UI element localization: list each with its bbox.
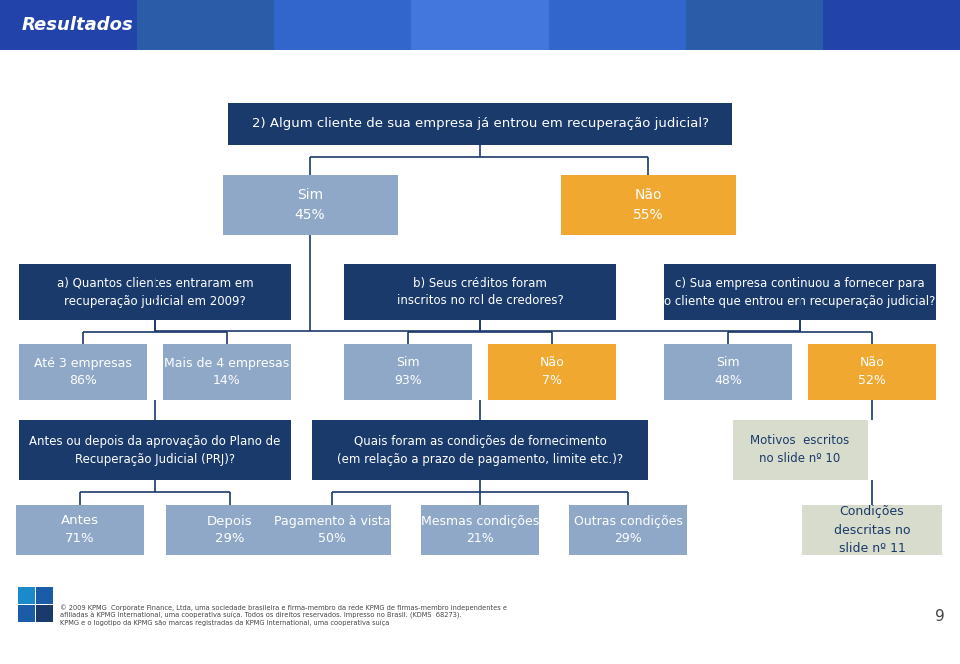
Text: 2) Algum cliente de sua empresa já entrou em recuperação judicial?: 2) Algum cliente de sua empresa já entro… bbox=[252, 118, 708, 131]
FancyBboxPatch shape bbox=[144, 0, 192, 50]
FancyBboxPatch shape bbox=[0, 0, 137, 50]
FancyBboxPatch shape bbox=[96, 0, 144, 50]
FancyBboxPatch shape bbox=[137, 0, 275, 50]
FancyBboxPatch shape bbox=[561, 175, 735, 235]
FancyBboxPatch shape bbox=[384, 0, 432, 50]
Text: Pagamento à vista
50%: Pagamento à vista 50% bbox=[274, 515, 391, 546]
FancyBboxPatch shape bbox=[912, 0, 960, 50]
Text: © 2009 KPMG  Corporate Finance, Ltda, uma sociedade brasileira e firma-membro da: © 2009 KPMG Corporate Finance, Ltda, uma… bbox=[60, 604, 507, 626]
FancyBboxPatch shape bbox=[0, 0, 960, 50]
Text: Sim
93%: Sim 93% bbox=[395, 357, 421, 388]
Text: Até 3 empresas
86%: Até 3 empresas 86% bbox=[34, 357, 132, 388]
Text: a) Quantos clientes entraram em
recuperação judicial em 2009?: a) Quantos clientes entraram em recupera… bbox=[57, 276, 253, 307]
FancyBboxPatch shape bbox=[344, 344, 472, 400]
FancyBboxPatch shape bbox=[864, 0, 912, 50]
FancyBboxPatch shape bbox=[732, 420, 868, 480]
FancyBboxPatch shape bbox=[19, 264, 291, 320]
FancyBboxPatch shape bbox=[18, 587, 35, 604]
FancyBboxPatch shape bbox=[624, 0, 672, 50]
FancyBboxPatch shape bbox=[163, 344, 291, 400]
FancyBboxPatch shape bbox=[19, 420, 291, 480]
FancyBboxPatch shape bbox=[312, 420, 648, 480]
FancyBboxPatch shape bbox=[288, 0, 336, 50]
FancyBboxPatch shape bbox=[36, 587, 53, 604]
Text: Quais foram as condições de fornecimento
(em relação a prazo de pagamento, limit: Quais foram as condições de fornecimento… bbox=[337, 434, 623, 465]
FancyBboxPatch shape bbox=[480, 0, 528, 50]
FancyBboxPatch shape bbox=[273, 505, 391, 555]
FancyBboxPatch shape bbox=[528, 0, 576, 50]
FancyBboxPatch shape bbox=[344, 264, 616, 320]
FancyBboxPatch shape bbox=[432, 0, 480, 50]
FancyBboxPatch shape bbox=[18, 605, 35, 622]
FancyBboxPatch shape bbox=[802, 505, 942, 555]
FancyBboxPatch shape bbox=[0, 569, 960, 664]
Text: Condições
descritas no
slide nº 11: Condições descritas no slide nº 11 bbox=[833, 505, 910, 554]
Text: Não
55%: Não 55% bbox=[633, 189, 663, 222]
FancyBboxPatch shape bbox=[488, 344, 616, 400]
FancyBboxPatch shape bbox=[569, 505, 687, 555]
FancyBboxPatch shape bbox=[576, 0, 624, 50]
FancyBboxPatch shape bbox=[275, 0, 412, 50]
Text: c) Sua empresa continuou a fornecer para
o cliente que entrou em recuperação jud: c) Sua empresa continuou a fornecer para… bbox=[664, 276, 936, 307]
FancyBboxPatch shape bbox=[672, 0, 720, 50]
Text: Antes ou depois da aprovação do Plano de
Recuperação Judicial (PRJ)?: Antes ou depois da aprovação do Plano de… bbox=[30, 434, 280, 465]
FancyBboxPatch shape bbox=[768, 0, 816, 50]
Text: Sim
45%: Sim 45% bbox=[295, 189, 325, 222]
FancyBboxPatch shape bbox=[421, 505, 539, 555]
FancyBboxPatch shape bbox=[228, 103, 732, 145]
Text: b) Seus créditos foram
inscritos no rol de credores?: b) Seus créditos foram inscritos no rol … bbox=[396, 276, 564, 307]
FancyBboxPatch shape bbox=[720, 0, 768, 50]
Text: Mais de 4 empresas
14%: Mais de 4 empresas 14% bbox=[164, 357, 290, 388]
FancyBboxPatch shape bbox=[664, 344, 792, 400]
FancyBboxPatch shape bbox=[664, 264, 936, 320]
FancyBboxPatch shape bbox=[548, 0, 685, 50]
FancyBboxPatch shape bbox=[36, 605, 53, 622]
FancyBboxPatch shape bbox=[0, 0, 960, 50]
Text: Resultados: Resultados bbox=[22, 16, 133, 34]
FancyBboxPatch shape bbox=[166, 505, 294, 555]
Text: Depois
29%: Depois 29% bbox=[207, 515, 252, 546]
Text: Motivos  escritos
no slide nº 10: Motivos escritos no slide nº 10 bbox=[751, 434, 850, 465]
FancyBboxPatch shape bbox=[0, 0, 960, 50]
FancyBboxPatch shape bbox=[823, 0, 960, 50]
FancyBboxPatch shape bbox=[412, 0, 548, 50]
FancyBboxPatch shape bbox=[16, 505, 144, 555]
FancyBboxPatch shape bbox=[336, 0, 384, 50]
FancyBboxPatch shape bbox=[0, 0, 48, 50]
Text: Não
7%: Não 7% bbox=[540, 357, 564, 388]
FancyBboxPatch shape bbox=[0, 50, 960, 59]
Text: 9: 9 bbox=[935, 609, 945, 624]
FancyBboxPatch shape bbox=[808, 344, 936, 400]
Text: Não
52%: Não 52% bbox=[858, 357, 886, 388]
FancyBboxPatch shape bbox=[192, 0, 240, 50]
FancyBboxPatch shape bbox=[685, 0, 823, 50]
Text: Sim
48%: Sim 48% bbox=[714, 357, 742, 388]
Text: Outras condições
29%: Outras condições 29% bbox=[573, 515, 683, 546]
FancyBboxPatch shape bbox=[48, 0, 96, 50]
Text: Antes
71%: Antes 71% bbox=[61, 515, 99, 546]
FancyBboxPatch shape bbox=[240, 0, 288, 50]
Text: Mesmas condições
21%: Mesmas condições 21% bbox=[420, 515, 540, 546]
FancyBboxPatch shape bbox=[19, 344, 147, 400]
FancyBboxPatch shape bbox=[816, 0, 864, 50]
FancyBboxPatch shape bbox=[223, 175, 397, 235]
